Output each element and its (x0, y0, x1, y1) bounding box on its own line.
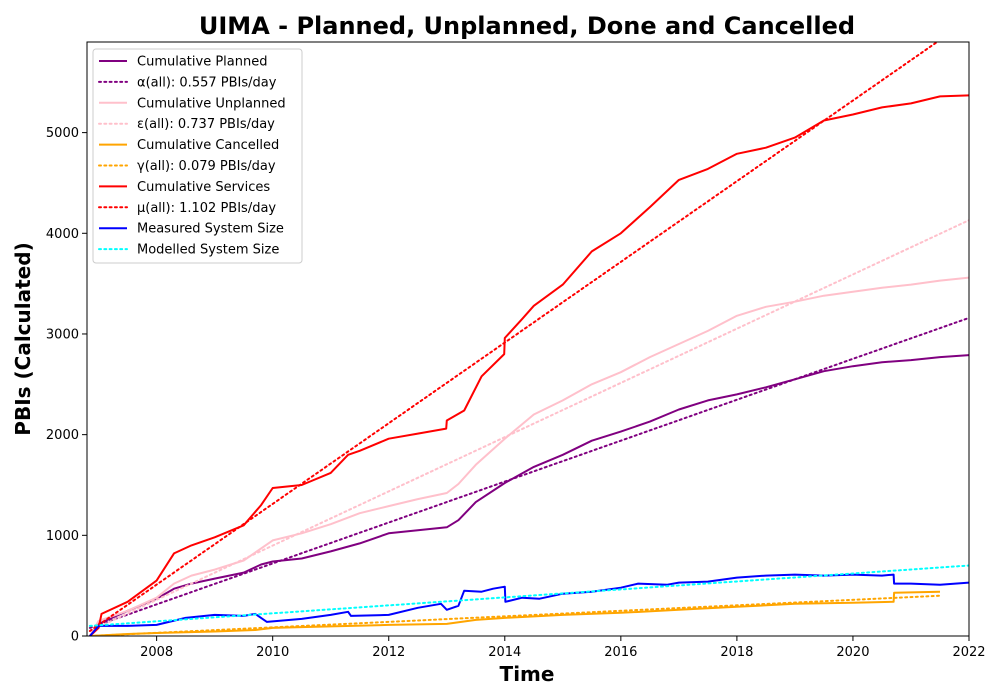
y-axis-label: PBIs (Calculated) (11, 242, 35, 435)
legend-label: ε(all): 0.737 PBIs/day (137, 117, 275, 132)
y-tick-label: 2000 (46, 428, 79, 443)
y-tick-label: 3000 (46, 327, 79, 342)
plot-frame (86, 41, 970, 637)
series-line-4-cumulative-cancelled (89, 590, 941, 636)
series-line-2-cumulative-unplanned (89, 276, 969, 636)
legend-label: Measured System Size (137, 222, 284, 237)
legend-label: Cumulative Planned (137, 55, 267, 70)
x-axis: 2008 2010 2012 2014 2016 2018 2020 2022 (140, 636, 986, 660)
series-line-1-all-0-557-pbis-day (88, 316, 969, 629)
chart-title: UIMA - Planned, Unplanned, Done and Canc… (199, 12, 855, 40)
x-tick-label: 2020 (836, 645, 869, 660)
x-tick-label: 2014 (488, 645, 521, 660)
y-tick-label: 5000 (46, 126, 79, 141)
legend-label: Cumulative Unplanned (137, 96, 286, 111)
series-line-6-cumulative-services (89, 94, 969, 636)
legend-label: Modelled System Size (137, 243, 279, 258)
series-layer (88, 42, 969, 636)
series-line-3-all-0-737-pbis-day (88, 219, 969, 632)
legend-label: α(all): 0.557 PBIs/day (137, 75, 277, 90)
legend-label: γ(all): 0.079 PBIs/day (137, 159, 276, 174)
series-line-9-modelled-system-size (88, 564, 969, 627)
x-tick-label: 2016 (604, 645, 637, 660)
y-tick-label: 4000 (46, 227, 79, 242)
x-tick-label: 2010 (256, 645, 289, 660)
legend-label: Cumulative Services (137, 180, 270, 195)
legend: Cumulative Planned α(all): 0.557 PBIs/day… (92, 48, 303, 264)
y-axis: 0 1000 2000 3000 4000 5000 (46, 126, 87, 645)
x-axis-label: Time (500, 662, 555, 686)
x-tick-label: 2008 (140, 645, 173, 660)
legend-label: μ(all): 1.102 PBIs/day (137, 201, 276, 216)
legend-label: Cumulative Cancelled (137, 138, 279, 153)
x-tick-label: 2012 (372, 645, 405, 660)
x-tick-label: 2018 (720, 645, 753, 660)
series-line-7-all-1-102-pbis-day (88, 42, 939, 632)
x-tick-label: 2022 (952, 645, 985, 660)
series-line-5-all-0-079-pbis-day (88, 594, 941, 636)
y-tick-label: 0 (71, 630, 79, 645)
legend-box (92, 48, 303, 264)
y-tick-label: 1000 (46, 529, 79, 544)
